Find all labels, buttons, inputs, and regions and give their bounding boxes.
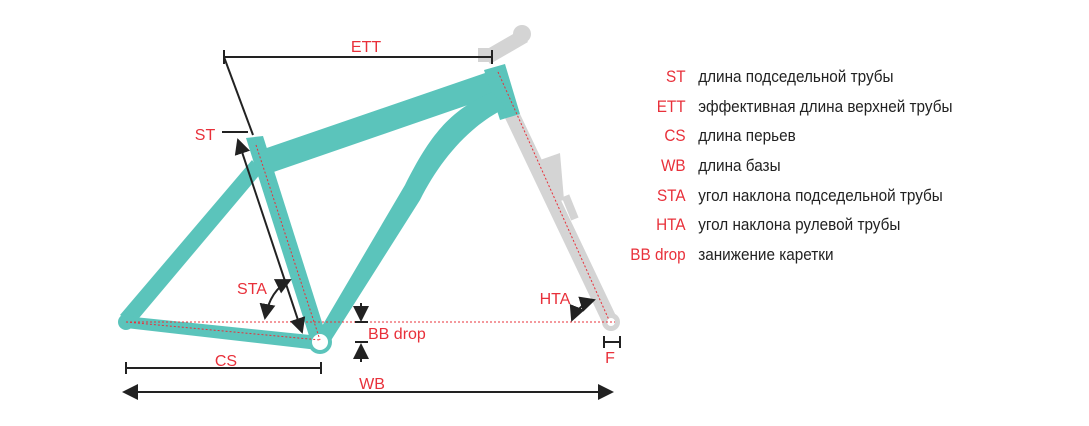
legend-item: STA угол наклона подседельной трубы (610, 181, 952, 211)
legend-code: ETT (656, 96, 686, 116)
chain-stay (124, 316, 320, 350)
bb-drop-label: BB drop (368, 326, 426, 343)
legend-code: BB drop (630, 244, 686, 264)
legend-description: занижение каретки (698, 244, 834, 264)
legend-description: длина подседельной трубы (698, 66, 894, 86)
legend-item: WB длина базы (610, 151, 952, 181)
legend-description: эффективная длина верхней трубы (698, 96, 953, 116)
ett-label: ETT (351, 39, 381, 56)
frame (118, 64, 520, 354)
st-label: ST (195, 127, 216, 144)
legend-item: HTA угол наклона рулевой трубы (610, 210, 952, 240)
fork (505, 114, 620, 331)
cs-label: CS (215, 353, 237, 370)
legend-code: ST (666, 66, 686, 86)
legend-code: STA (656, 185, 686, 205)
wb-label: WB (359, 376, 385, 393)
sta-label: STA (237, 281, 267, 298)
legend-code: CS (664, 126, 686, 146)
down-tube (315, 92, 506, 342)
seat-stay (120, 160, 262, 324)
head-tube (484, 64, 520, 120)
dimension-lines (122, 50, 621, 400)
legend-item: CS длина перьев (610, 121, 952, 151)
legend-item: ST длина подседельной трубы (610, 62, 952, 92)
legend-code: HTA (656, 215, 686, 235)
stem (478, 25, 531, 64)
legend-item: ETT эффективная длина верхней трубы (610, 92, 953, 122)
legend: ST длина подседельной трубы ETT эффективна… (610, 62, 991, 270)
hta-label: HTA (540, 291, 571, 308)
centerlines (125, 71, 615, 341)
legend-description: длина перьев (698, 126, 796, 146)
legend-code: WB (660, 155, 686, 175)
legend-description: угол наклона рулевой трубы (698, 215, 901, 235)
top-tube (255, 72, 494, 176)
legend-item: BB drop занижение каретки (610, 240, 952, 270)
f-label: F (605, 350, 615, 367)
legend-description: угол наклона подседельной трубы (698, 185, 943, 205)
legend-description: длина базы (698, 155, 781, 175)
